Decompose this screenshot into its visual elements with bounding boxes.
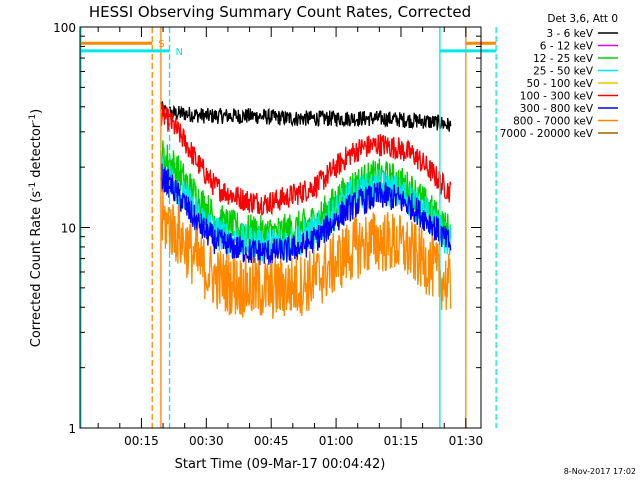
y-axis-label-sup1: -1 [28,182,38,191]
y-axis-label-sup2: -1 [28,114,38,123]
y-tick-label-1: 10 [61,222,76,236]
legend-title: Det 3,6, Att 0 [547,13,618,25]
legend-label-6: 300 - 800 keV [520,103,594,115]
legend-label-0: 3 - 6 keV [546,28,593,40]
y-tick-label-0: 1 [68,422,76,436]
y-tick-label-2: 100 [53,21,76,35]
x-axis-label: Start Time (09-Mar-17 00:04:42) [175,457,386,472]
series-line-0 [160,101,452,132]
y-axis-label: Corrected Count Rate (s-1 detector-1) [28,109,44,347]
x-tick-label-0: 00:15 [124,434,159,448]
series-line-4 [160,163,452,266]
x-tick-label-3: 01:00 [319,434,354,448]
series-line-5 [160,188,452,319]
legend-label-4: 50 - 100 keV [526,78,593,90]
series-line-1 [160,103,452,216]
top-bar-flag-0: S [158,39,164,50]
legend-label-5: 100 - 300 keV [520,91,594,103]
legend-label-3: 25 - 50 keV [533,66,594,78]
x-tick-label-4: 01:15 [384,434,419,448]
x-tick-label-1: 00:30 [189,434,224,448]
y-axis-label-mid: detector [29,122,44,182]
x-tick-label-2: 00:45 [254,434,289,448]
marker-layer: SN [80,27,497,428]
x-tick-label-5: 01:30 [449,434,484,448]
legend-label-8: 7000 - 20000 keV [500,128,594,140]
legend-label-1: 6 - 12 keV [540,41,594,53]
tick-layer: 00:15 00:30 00:45 01:00 01:15 01:30 1 10 100 [53,21,483,448]
legend-label-7: 800 - 7000 keV [513,116,594,128]
top-bar-flag-1: N [176,47,183,58]
data-layer [160,101,452,319]
y-axis-label-main: Corrected Count Rate (s [29,191,44,348]
date-stamp: 8-Nov-2017 17:02 [564,467,636,476]
y-axis-label-end: ) [29,109,44,114]
legend-label-2: 12 - 25 keV [533,53,594,65]
chart-title: HESSI Observing Summary Count Rates, Cor… [89,3,471,21]
